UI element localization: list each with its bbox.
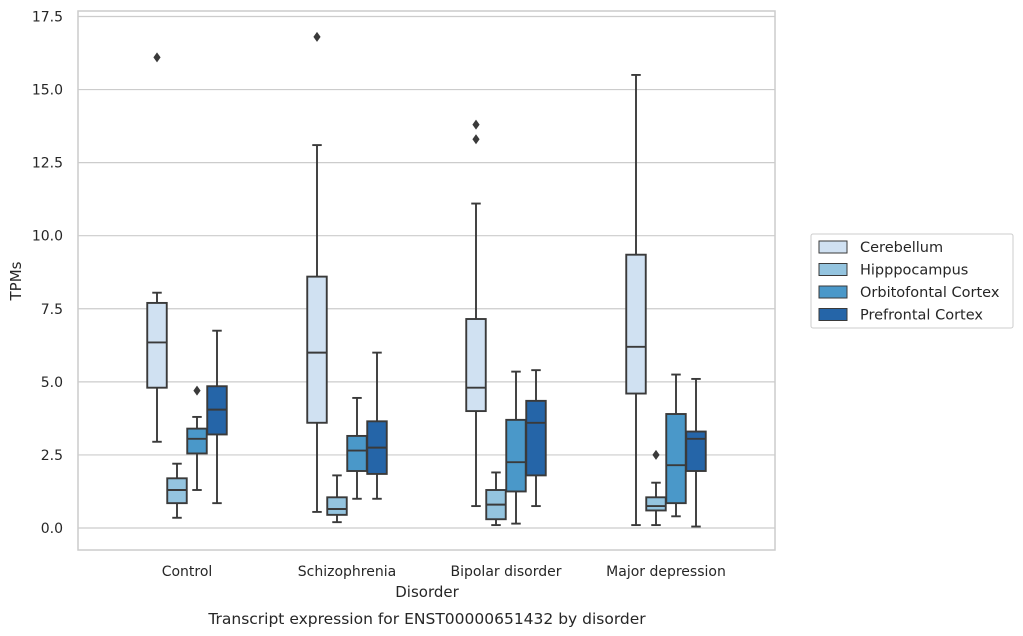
y-tick-label: 12.5 bbox=[32, 156, 63, 172]
box-iqr bbox=[625, 253, 647, 395]
y-tick-labels: 0.0 2.5 5.0 7.5 10.0 12.5 15.0 17.5 bbox=[32, 9, 63, 537]
y-tick-label: 2.5 bbox=[41, 448, 63, 464]
legend: Cerebellum Hipppocampus Orbitofontal Corte… bbox=[810, 233, 1014, 329]
box-orbitofontal-cortex bbox=[186, 385, 208, 491]
grid-lines bbox=[78, 15, 775, 529]
chart-caption: Transcript expression for ENST0000065143… bbox=[207, 610, 646, 628]
box-iqr bbox=[505, 418, 527, 493]
outlier-point bbox=[472, 134, 480, 145]
y-axis-label: TPMs bbox=[7, 261, 25, 301]
box-prefrontal-cortex bbox=[525, 369, 547, 508]
outlier-point bbox=[472, 119, 480, 130]
outlier-point bbox=[153, 52, 161, 63]
box-orbitofontal-cortex bbox=[665, 373, 687, 518]
box-prefrontal-cortex bbox=[366, 351, 388, 500]
box-iqr bbox=[146, 301, 168, 389]
box-orbitofontal-cortex bbox=[346, 396, 368, 500]
box-cerebellum bbox=[625, 73, 647, 527]
legend-label: Hipppocampus bbox=[860, 263, 968, 279]
boxes bbox=[146, 31, 707, 528]
outlier-point bbox=[313, 31, 321, 42]
box-iqr bbox=[346, 434, 368, 472]
outlier-point bbox=[652, 449, 660, 460]
box-iqr bbox=[665, 413, 687, 505]
legend-swatch bbox=[818, 240, 848, 254]
box-iqr bbox=[645, 496, 667, 512]
box-prefrontal-cortex bbox=[685, 377, 707, 528]
box-iqr bbox=[186, 427, 208, 455]
box-hipppocampus bbox=[166, 462, 188, 519]
y-tick-label: 0.0 bbox=[41, 521, 63, 537]
legend-label: Cerebellum bbox=[860, 240, 943, 256]
box-hipppocampus bbox=[326, 474, 348, 524]
x-tick-label: Major depression bbox=[606, 564, 726, 580]
legend-frame bbox=[810, 233, 1014, 329]
box-iqr bbox=[465, 318, 487, 413]
x-tick-label: Schizophrenia bbox=[298, 564, 396, 580]
box-hipppocampus bbox=[485, 471, 507, 527]
y-tick-label: 7.5 bbox=[41, 302, 63, 318]
y-tick-label: 17.5 bbox=[32, 9, 63, 25]
x-axis-label: Disorder bbox=[395, 583, 459, 601]
x-tick-labels: Control Schizophrenia Bipolar disorder Majo… bbox=[162, 564, 726, 580]
x-tick-label: Bipolar disorder bbox=[450, 564, 561, 580]
y-tick-label: 10.0 bbox=[32, 229, 63, 245]
box-orbitofontal-cortex bbox=[505, 370, 527, 525]
box-prefrontal-cortex bbox=[206, 329, 228, 505]
box-iqr bbox=[685, 430, 707, 472]
box-cerebellum bbox=[306, 31, 328, 513]
legend-swatch bbox=[818, 308, 848, 321]
box-iqr bbox=[525, 399, 547, 477]
legend-label: Prefrontal Cortex bbox=[860, 308, 983, 324]
box-cerebellum bbox=[146, 52, 168, 443]
legend-label: Orbitofontal Cortex bbox=[860, 285, 1000, 301]
y-tick-label: 15.0 bbox=[32, 83, 63, 99]
outlier-point bbox=[193, 385, 201, 396]
plot-frame bbox=[77, 10, 776, 551]
legend-swatch bbox=[818, 285, 848, 299]
y-tick-label: 5.0 bbox=[41, 375, 63, 391]
box-iqr bbox=[306, 275, 328, 424]
box-hipppocampus bbox=[645, 449, 667, 527]
box-iqr bbox=[326, 496, 348, 516]
legend-swatch bbox=[818, 263, 848, 276]
x-tick-label: Control bbox=[162, 564, 213, 580]
box-cerebellum bbox=[465, 119, 487, 508]
